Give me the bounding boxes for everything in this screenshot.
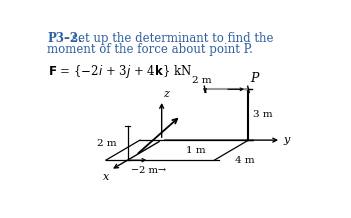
- Text: 1 m: 1 m: [186, 146, 206, 155]
- Text: moment of the force about point P.: moment of the force about point P.: [47, 43, 253, 56]
- Text: z: z: [163, 89, 169, 99]
- Text: set up the determinant to find the: set up the determinant to find the: [72, 32, 273, 45]
- Text: $\mathbf{F}$ = {$-$2$i$ + 3$j$ + 4$\mathbf{k}$} kN: $\mathbf{F}$ = {$-$2$i$ + 3$j$ + 4$\math…: [48, 63, 192, 80]
- Text: P: P: [250, 72, 258, 85]
- Text: x: x: [103, 172, 109, 182]
- Text: P3–2.: P3–2.: [47, 32, 82, 45]
- Polygon shape: [106, 140, 253, 160]
- Text: −2 m→: −2 m→: [132, 166, 166, 175]
- Text: 4 m: 4 m: [235, 156, 255, 165]
- Text: 2 m: 2 m: [97, 139, 117, 148]
- Text: 3 m: 3 m: [253, 110, 273, 119]
- Text: 2 m: 2 m: [192, 76, 211, 85]
- Text: y: y: [283, 135, 290, 145]
